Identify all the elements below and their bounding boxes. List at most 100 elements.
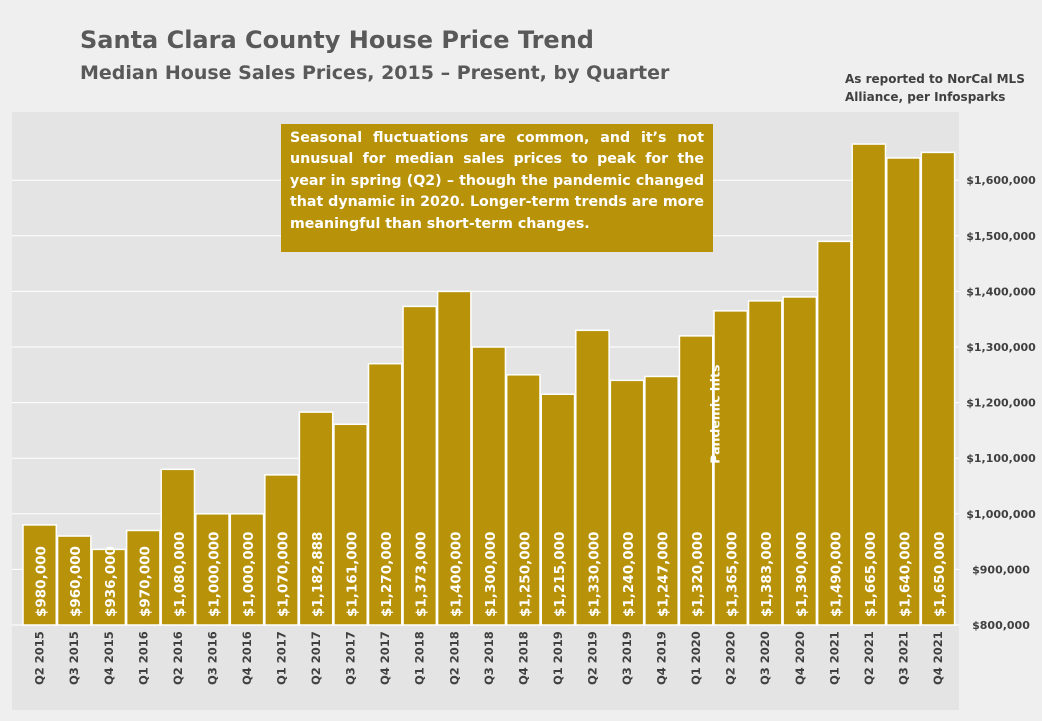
bar-value-label: $1,330,000 bbox=[586, 532, 602, 617]
bar-value-label: $1,650,000 bbox=[932, 532, 948, 617]
bar-value-label: $1,300,000 bbox=[483, 532, 499, 617]
bar bbox=[402, 305, 438, 626]
bar bbox=[125, 529, 161, 626]
pandemic-annotation: Pandemic hits bbox=[707, 364, 722, 463]
bar bbox=[298, 411, 334, 626]
bar-value-label: $1,240,000 bbox=[621, 532, 637, 617]
bar bbox=[160, 468, 196, 626]
y-tick-label: $1,600,000 bbox=[966, 174, 1036, 187]
x-tick-label: Q3 2018 bbox=[482, 631, 496, 685]
x-tick-label: Q3 2021 bbox=[896, 631, 910, 685]
bar-value-label: $1,247,000 bbox=[656, 532, 672, 617]
bar-value-label: $1,250,000 bbox=[517, 532, 533, 617]
x-tick-label: Q3 2020 bbox=[758, 631, 772, 685]
x-tick-label: Q2 2015 bbox=[33, 631, 47, 685]
bar-value-label: $1,665,000 bbox=[863, 532, 879, 617]
x-tick-label: Q1 2021 bbox=[827, 631, 841, 685]
x-tick-label: Q3 2019 bbox=[620, 631, 634, 685]
bar-value-label: $1,000,000 bbox=[206, 532, 222, 617]
x-tick-label: Q2 2018 bbox=[447, 631, 461, 685]
bar-value-label: $936,000 bbox=[103, 546, 119, 617]
bar-value-label: $1,215,000 bbox=[552, 532, 568, 617]
bar bbox=[782, 296, 818, 626]
x-tick-label: Q1 2020 bbox=[689, 631, 703, 685]
bar bbox=[816, 240, 852, 626]
x-tick-label: Q3 2015 bbox=[67, 631, 81, 685]
bars: $980,000 $960,000 $936,000 $970,000 $1,080,0… bbox=[22, 143, 956, 626]
chart-subtitle: Median House Sales Prices, 2015 – Presen… bbox=[80, 62, 670, 84]
bar-value-label: $1,080,000 bbox=[172, 532, 188, 617]
bar bbox=[920, 151, 956, 626]
chart-title: Santa Clara County House Price Trend bbox=[80, 26, 594, 54]
x-tick-label: Q4 2020 bbox=[793, 631, 807, 685]
bar-value-label: $1,373,000 bbox=[414, 532, 430, 617]
source-line-1: As reported to NorCal MLS bbox=[845, 72, 1025, 86]
x-tick-label: Q1 2016 bbox=[136, 631, 150, 685]
bar-value-label: $1,161,000 bbox=[345, 532, 361, 617]
x-tick-label: Q4 2021 bbox=[931, 631, 945, 685]
bar bbox=[91, 548, 127, 626]
y-tick-label: $1,500,000 bbox=[966, 230, 1036, 243]
bar bbox=[747, 300, 783, 626]
x-tick-label: Q4 2017 bbox=[378, 631, 392, 685]
bar-value-label: $1,320,000 bbox=[690, 532, 706, 617]
x-tick-label: Q4 2015 bbox=[102, 631, 116, 685]
x-tick-label: Q2 2017 bbox=[309, 631, 323, 685]
x-tick-label: Q3 2016 bbox=[205, 631, 219, 685]
bar bbox=[264, 474, 299, 626]
x-tick-label: Q4 2016 bbox=[240, 631, 254, 685]
bar-value-label: $1,640,000 bbox=[897, 532, 913, 617]
bar bbox=[22, 524, 58, 626]
bar bbox=[609, 379, 645, 626]
bar bbox=[333, 423, 369, 626]
bar-value-label: $980,000 bbox=[34, 546, 50, 617]
x-tick-label: Q1 2019 bbox=[551, 631, 565, 685]
y-tick-label: $800,000 bbox=[972, 619, 1030, 632]
y-tick-label: $900,000 bbox=[972, 563, 1030, 576]
bar bbox=[367, 362, 403, 626]
bar-value-label: $1,390,000 bbox=[794, 532, 810, 617]
y-tick-label: $1,300,000 bbox=[966, 341, 1036, 354]
bar-value-label: $1,365,000 bbox=[725, 532, 741, 617]
bar-value-label: $1,070,000 bbox=[276, 532, 292, 617]
x-axis: Q2 2015 Q3 2015 Q4 2015 Q1 2016 Q2 2016 Q3 20… bbox=[33, 631, 945, 685]
y-tick-label: $1,200,000 bbox=[966, 397, 1036, 410]
bar bbox=[886, 157, 921, 626]
x-tick-label: Q4 2018 bbox=[516, 631, 530, 685]
bar bbox=[436, 290, 472, 626]
bar bbox=[678, 335, 714, 626]
bar bbox=[229, 513, 265, 626]
bar bbox=[644, 375, 679, 626]
x-tick-label: Q2 2020 bbox=[724, 631, 738, 685]
bar bbox=[505, 374, 541, 626]
x-tick-label: Q1 2018 bbox=[413, 631, 427, 685]
annotations: Pandemic hits bbox=[707, 364, 722, 463]
bar bbox=[575, 329, 610, 626]
bar bbox=[56, 535, 92, 626]
x-tick-label: Q3 2017 bbox=[344, 631, 358, 685]
bar bbox=[195, 513, 230, 626]
bar bbox=[540, 393, 576, 626]
x-tick-label: Q4 2019 bbox=[655, 631, 669, 685]
x-tick-label: Q2 2019 bbox=[585, 631, 599, 685]
x-tick-label: Q2 2021 bbox=[862, 631, 876, 685]
bar-value-label: $1,000,000 bbox=[241, 532, 257, 617]
annotation-box: Seasonal fluctuations are common, and it… bbox=[281, 124, 713, 252]
bar bbox=[851, 143, 887, 626]
bar-value-label: $1,490,000 bbox=[828, 532, 844, 617]
y-tick-label: $1,100,000 bbox=[966, 452, 1036, 465]
bar-value-label: $1,383,000 bbox=[759, 532, 775, 617]
bar-value-label: $960,000 bbox=[68, 546, 84, 617]
bar-value-label: $1,400,000 bbox=[448, 532, 464, 617]
bar bbox=[471, 346, 507, 626]
y-axis: $800,000 $900,000 $1,000,000 $1,100,000 $1,2… bbox=[966, 174, 1036, 632]
bar-value-label: $970,000 bbox=[137, 546, 153, 617]
x-tick-label: Q2 2016 bbox=[171, 631, 185, 685]
source-line-2: Alliance, per Infosparks bbox=[845, 90, 1006, 104]
source-note: As reported to NorCal MLS Alliance, per … bbox=[845, 70, 1035, 106]
y-tick-label: $1,400,000 bbox=[966, 285, 1036, 298]
bar-value-label: $1,270,000 bbox=[379, 532, 395, 617]
bar-value-label: $1,182,888 bbox=[310, 532, 326, 617]
y-tick-label: $1,000,000 bbox=[966, 508, 1036, 521]
